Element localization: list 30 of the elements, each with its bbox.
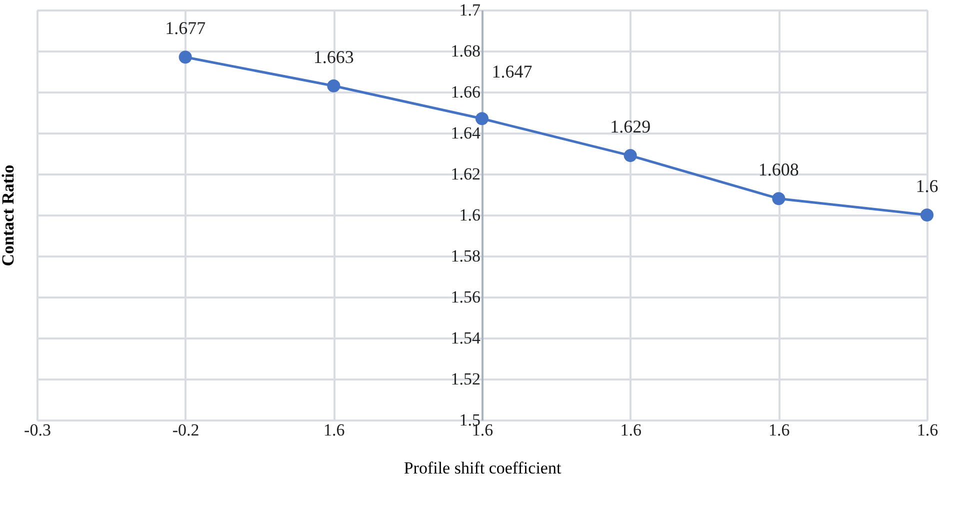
y-tick-label: 1.54 <box>450 328 481 348</box>
x-tick-label: 1.6 <box>916 420 938 440</box>
point <box>624 149 637 162</box>
x-tick-label: 1.6 <box>620 420 642 440</box>
data-label: 1.663 <box>313 46 354 67</box>
y-tick-label: 1.7 <box>459 0 481 20</box>
x-axis-title: Profile shift coefficient <box>404 458 562 478</box>
point <box>475 112 489 126</box>
y-axis-title: Contact Ratio <box>0 164 18 266</box>
y-tick-label: 1.64 <box>450 124 481 142</box>
data-label: 1.677 <box>165 18 206 38</box>
point <box>920 208 934 222</box>
y-tick-label: 1.66 <box>450 82 480 102</box>
y-tick-label: 1.62 <box>450 164 480 184</box>
y-tick-label: 1.56 <box>450 288 480 306</box>
data-label: 1.6 <box>916 176 938 196</box>
x-tick-label: -0.2 <box>172 420 200 440</box>
x-tick-label: -0.3 <box>24 420 51 440</box>
point <box>178 50 192 64</box>
data-label: 1.647 <box>492 62 532 82</box>
y-tick-label: 1.6 <box>459 206 480 224</box>
data-label: 1.629 <box>610 116 651 137</box>
point <box>327 79 340 92</box>
x-tick-label: 1.6 <box>768 420 790 440</box>
y-tick-label: 1.58 <box>450 246 480 266</box>
x-tick-label: 1.6 <box>324 420 345 440</box>
y-tick-label: 1.52 <box>450 370 480 388</box>
data-label: 1.608 <box>758 160 799 180</box>
point <box>772 192 786 206</box>
y-tick-label: 1.68 <box>450 42 480 60</box>
